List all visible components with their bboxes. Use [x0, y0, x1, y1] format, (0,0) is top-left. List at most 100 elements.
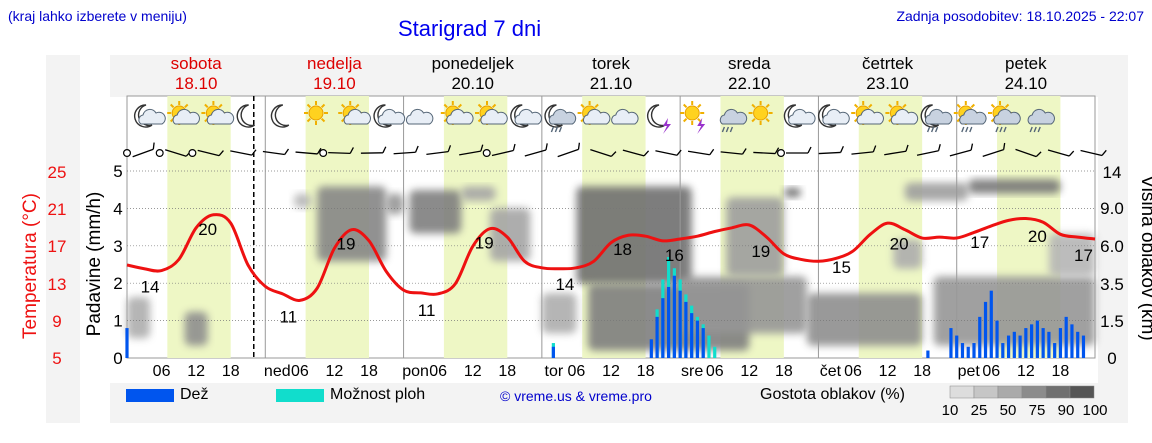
rain-bar	[926, 350, 930, 358]
wind-flag	[545, 143, 548, 151]
cloud-shape	[822, 108, 850, 125]
wind-flag	[349, 147, 354, 154]
wind-shaft	[459, 150, 481, 156]
wind-shaft	[687, 150, 710, 156]
rain-bar	[1053, 343, 1057, 358]
rain-drop	[1029, 126, 1033, 133]
wind-barb-icon	[655, 149, 682, 156]
rain-drop	[999, 126, 1003, 133]
rain-drop	[729, 126, 734, 133]
wind-barb-icon	[818, 146, 844, 155]
wind-shaft	[164, 149, 187, 157]
sun-cloud-icon	[475, 101, 508, 125]
wind-shaft	[1015, 148, 1037, 158]
cloud-icon	[611, 108, 639, 125]
sun-cloud-icon	[338, 101, 371, 125]
cloud-density-legend-tick: 50	[1000, 402, 1017, 419]
day-date: 24.10	[1005, 74, 1048, 93]
copyright-link[interactable]: © vreme.us & vreme.pro	[500, 388, 652, 404]
sun-cloud-icon	[577, 101, 611, 125]
wind-flag	[905, 144, 909, 152]
cloud-height-axis-title: Višina oblakov (km)	[1137, 175, 1152, 340]
sun-ray	[170, 103, 175, 109]
sun-ray	[491, 103, 497, 109]
bottom-band	[110, 383, 1098, 423]
wind-flag	[152, 142, 155, 150]
rain-drop	[965, 126, 969, 133]
cloud-height-tick: 14	[1103, 163, 1122, 182]
x-axis-hour-label: 18	[498, 363, 516, 380]
sun-ray	[320, 117, 326, 123]
moon-crescent	[236, 104, 256, 128]
wind-shaft	[393, 151, 416, 155]
x-axis-hour-label: 12	[1017, 363, 1035, 380]
wind-calm-marker	[155, 149, 164, 158]
cloud-rain-icon	[719, 108, 748, 133]
rain-bar	[1035, 320, 1039, 358]
cloud-shape	[343, 108, 371, 125]
x-axis-hour-label: 06	[844, 363, 862, 380]
wind-shaft	[197, 149, 220, 157]
rain-bar	[1047, 331, 1051, 358]
sun-disc	[308, 105, 324, 121]
wind-flag	[480, 144, 484, 152]
wind-barb-icon	[949, 143, 974, 157]
temperature-label: 20	[890, 235, 909, 254]
rain-drop	[934, 126, 939, 133]
day-date: 23.10	[866, 74, 909, 93]
sun-ray	[888, 103, 893, 109]
sun-cloud-icon	[885, 101, 919, 125]
sun-ray	[341, 103, 346, 109]
wind-calm-marker	[319, 149, 328, 158]
wind-shaft	[916, 150, 939, 156]
x-axis-hour-label: 18	[222, 363, 240, 380]
x-axis-hour-label: 06	[706, 363, 724, 380]
wind-flag	[1003, 142, 1006, 150]
temperature-label: 19	[336, 235, 355, 254]
sun-ray	[697, 103, 702, 109]
temperature-axis-title: Temperatura (°C)	[20, 193, 41, 339]
rain-drop	[558, 126, 563, 133]
wind-shaft	[720, 151, 743, 155]
temperature-tick: 25	[48, 163, 67, 182]
cloud-density-legend-swatch	[949, 385, 975, 399]
location-hint[interactable]: (kraj lahko izberete v meniju)	[8, 8, 187, 24]
rain-bar	[125, 328, 129, 358]
day-name: sreda	[728, 54, 771, 73]
cloud-density-area	[386, 193, 404, 215]
sun-ray	[854, 103, 859, 109]
sun-cloud-icon	[440, 101, 474, 125]
rain-bar	[955, 335, 959, 358]
wind-barb-icon	[230, 149, 257, 156]
cloud-shape	[583, 108, 611, 125]
cloud-height-tick: 6.0	[1100, 237, 1124, 256]
cloud-height-tick: 1.5	[1100, 312, 1124, 331]
wind-flag	[840, 146, 844, 153]
moon-icon	[270, 104, 290, 128]
rain-legend-swatch	[126, 389, 174, 402]
moon-cloud-icon	[373, 104, 406, 128]
wind-barb-icon	[328, 147, 354, 155]
x-axis-hour-label: 18	[637, 363, 655, 380]
lightning-bolt	[663, 118, 671, 134]
cloud-density-area	[541, 293, 577, 334]
rain-bar	[655, 316, 659, 358]
cloud-shape	[959, 108, 987, 125]
wind-barb-icon	[393, 145, 419, 155]
wind-shaft	[753, 151, 776, 155]
wind-barb-icon	[524, 143, 548, 157]
sun-ray	[320, 103, 326, 109]
precipitation-tick: 1	[113, 312, 122, 331]
wind-flag	[1068, 150, 1075, 157]
temperature-label: 14	[555, 275, 574, 294]
moon-crescent	[270, 104, 290, 128]
wind-flag	[251, 149, 257, 156]
sun-ray	[765, 117, 770, 123]
wind-barb-icon	[622, 149, 650, 157]
day-name: nedelja	[307, 54, 362, 73]
x-axis-hour-label: 12	[464, 363, 482, 380]
wind-calm-marker	[188, 149, 197, 158]
cloud-density-area	[409, 190, 462, 234]
cloud-density-legend-swatch	[1069, 385, 1095, 399]
wind-flag	[218, 150, 224, 157]
